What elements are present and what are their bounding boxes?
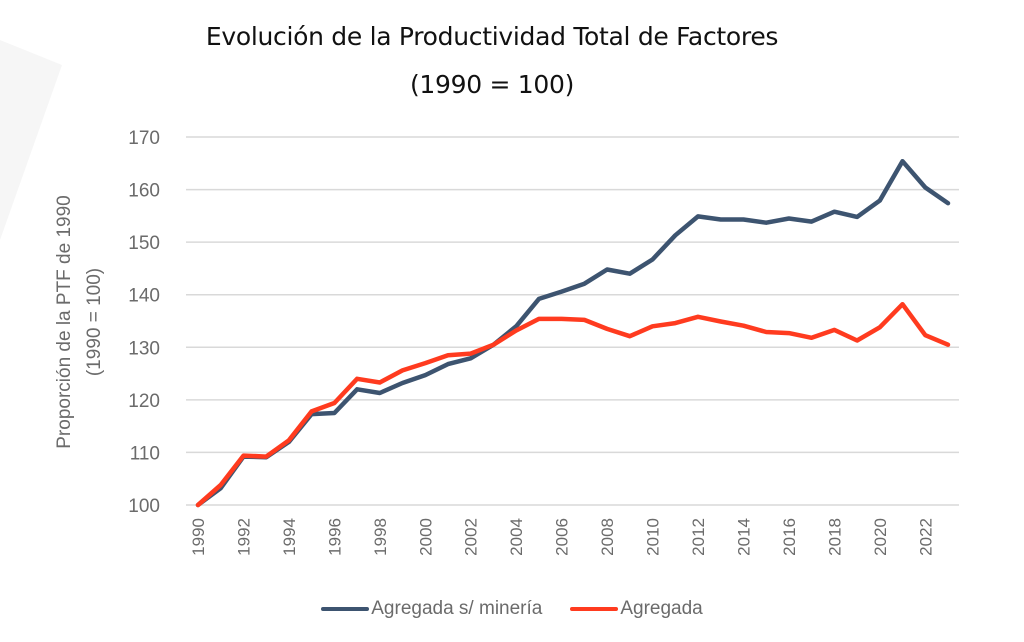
y-tick-label: 160 [128,181,160,202]
x-tick-label: 1990 [189,518,208,556]
x-tick-label: 2006 [553,518,572,556]
legend-swatch [570,607,619,611]
x-tick-label: 1996 [325,518,344,556]
y-tick-label: 140 [128,286,160,307]
y-tick-label: 170 [128,128,160,149]
chart-subtitle: (1990 = 100) [409,70,575,99]
y-tick-label: 130 [128,338,160,359]
x-tick-label: 1992 [234,518,253,556]
x-tick-label: 1994 [280,518,299,556]
legend-label: Agregada [620,598,703,619]
y-tick-label: 100 [128,496,160,517]
x-tick-label: 2002 [462,518,481,556]
legend-swatch [321,607,370,611]
series-line-agregada-sin-mineria [195,158,951,508]
y-tick-label: 110 [130,443,160,464]
x-tick-label: 2016 [780,518,799,556]
x-tick-label: 2022 [916,518,935,556]
x-tick-label: 2000 [416,518,435,556]
legend: Agregada s/ minería Agregada [0,598,1024,620]
legend-item-agregada-sin-mineria[interactable]: Agregada s/ minería [321,598,542,620]
x-tick-label: 2008 [598,518,617,556]
y-tick-label: 120 [128,391,160,412]
x-tick-label: 2012 [689,518,708,556]
y-tick-label: 150 [128,233,160,254]
series-line-agregada [195,301,951,508]
y-axis-label-sub: (1990 = 100) [84,268,105,376]
y-axis-label: Proporción de la PTF de 1990 [54,195,75,449]
legend-label: Agregada s/ minería [371,598,543,619]
x-tick-label: 2020 [871,518,890,556]
x-tick-label: 2004 [507,518,526,556]
x-tick-label: 2018 [825,518,844,556]
x-tick-label: 2010 [644,518,663,556]
x-tick-label: 2014 [734,518,753,556]
legend-item-agregada[interactable]: Agregada [570,598,703,620]
x-tick-label: 1998 [371,518,390,556]
chart-title: Evolución de la Productividad Total de F… [205,22,779,51]
